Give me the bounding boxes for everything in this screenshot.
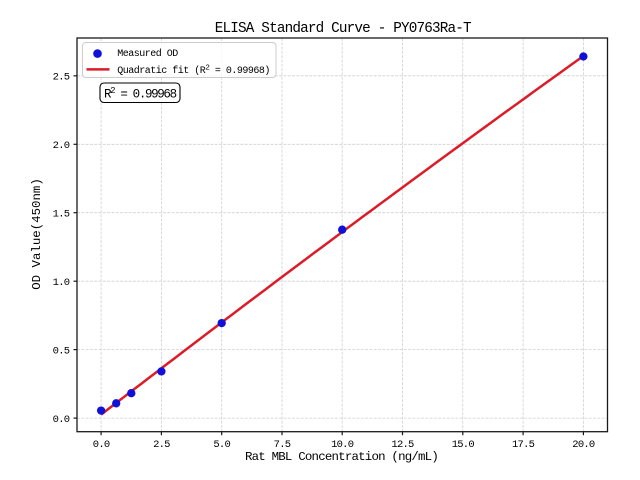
svg-text:15.0: 15.0 [452, 439, 475, 451]
svg-text:ELISA Standard Curve - PY0763R: ELISA Standard Curve - PY0763Ra-T [215, 21, 472, 37]
svg-text:10.0: 10.0 [331, 439, 354, 451]
svg-text:20.0: 20.0 [572, 439, 595, 451]
svg-text:0.0: 0.0 [53, 414, 70, 426]
svg-text:Measured OD: Measured OD [117, 48, 178, 60]
svg-text:17.5: 17.5 [512, 439, 535, 451]
svg-text:0.0: 0.0 [93, 439, 110, 451]
svg-text:5.0: 5.0 [213, 439, 230, 451]
svg-text:OD Value(450nm): OD Value(450nm) [30, 178, 44, 290]
svg-text:7.5: 7.5 [274, 439, 291, 451]
svg-text:0.5: 0.5 [53, 345, 70, 357]
svg-text:12.5: 12.5 [391, 439, 414, 451]
svg-text:Quadratic fit (R2 = 0.99968): Quadratic fit (R2 = 0.99968) [117, 64, 270, 77]
svg-text:2.5: 2.5 [53, 72, 70, 84]
svg-text:1.0: 1.0 [53, 277, 70, 289]
svg-text:Rat MBL Concentration (ng/mL): Rat MBL Concentration (ng/mL) [245, 450, 438, 464]
svg-text:2.0: 2.0 [53, 140, 70, 152]
svg-text:2.5: 2.5 [153, 439, 170, 451]
svg-text:1.5: 1.5 [53, 209, 70, 221]
svg-text:R2 = 0.99968: R2 = 0.99968 [104, 86, 177, 102]
